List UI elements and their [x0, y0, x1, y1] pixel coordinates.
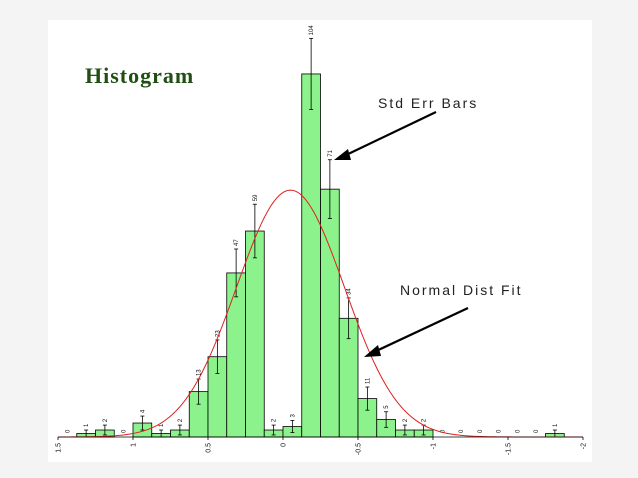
bin-count-label: 23 — [215, 330, 221, 337]
error-bar — [215, 339, 220, 374]
histogram-bar — [301, 73, 321, 438]
error-bar — [102, 424, 107, 436]
bin-count-label: 104 — [309, 25, 315, 36]
error-bar — [271, 424, 276, 436]
error-bar — [140, 415, 145, 431]
x-axis-ticks: 1.5 1 0.5 0 -0.5 -1 -1.5 -2 — [56, 437, 588, 455]
bin-count-label: 0 — [497, 429, 503, 433]
x-tick-label: -2 — [581, 443, 588, 449]
error-bar — [290, 420, 295, 433]
bars-group — [76, 73, 565, 438]
bin-count-label: 4 — [140, 409, 146, 413]
error-bar — [402, 424, 407, 436]
bin-count-label: 3 — [290, 413, 296, 417]
histogram-bar — [226, 272, 246, 438]
x-tick-label: -1 — [431, 443, 438, 449]
bin-count-label: 2 — [272, 418, 278, 422]
bin-count-label: 0 — [65, 429, 71, 433]
bin-count-label: 11 — [365, 377, 371, 384]
error-bars-group — [84, 37, 557, 438]
bin-count-label: 0 — [122, 429, 128, 433]
normal-fit-arrow — [364, 307, 469, 357]
bin-count-label: 2 — [403, 418, 409, 422]
error-bar — [384, 411, 389, 428]
error-bar — [365, 386, 370, 411]
bin-count-label: 5 — [384, 405, 390, 409]
bin-count-label: 0 — [515, 429, 521, 433]
std-err-annotation: Std Err Bars — [378, 95, 478, 111]
bin-count-label: 2 — [422, 418, 428, 422]
normal-fit-annotation: Normal Dist Fit — [400, 282, 523, 298]
error-bar — [309, 37, 314, 110]
slide-panel: Histogram 0 1 2 0 4 1 2 13 23 47 59 2 3 104 71 34 11 5 2 2 0… — [48, 20, 592, 462]
x-tick-label: 0 — [281, 443, 288, 447]
bin-count-label: 59 — [253, 194, 259, 201]
bin-count-label: 2 — [103, 418, 109, 422]
x-tick-label: 1 — [131, 443, 138, 447]
error-bar — [252, 203, 257, 259]
bin-count-label: 0 — [440, 429, 446, 433]
x-tick-label: 0.5 — [206, 443, 213, 453]
error-bar — [177, 424, 182, 436]
histogram-bar — [320, 188, 340, 438]
bin-count-label: 0 — [459, 429, 465, 433]
bin-count-label: 2 — [178, 418, 184, 422]
bin-count-label: 34 — [347, 288, 353, 295]
x-tick-label: 1.5 — [56, 443, 63, 453]
bin-count-label: 71 — [328, 149, 334, 156]
chart-title: Histogram — [85, 63, 194, 88]
x-tick-label: -1.5 — [506, 443, 513, 455]
bin-count-label: 0 — [478, 429, 484, 433]
x-tick-label: -0.5 — [356, 443, 363, 455]
bin-count-label: 1 — [84, 423, 90, 427]
std-err-arrow — [334, 111, 437, 160]
bin-count-label: 1 — [159, 423, 165, 427]
error-bar — [327, 159, 332, 219]
bin-count-label: 13 — [197, 369, 203, 376]
bin-count-label: 47 — [234, 239, 240, 246]
histogram-bar — [245, 230, 265, 438]
bin-count-label: 1 — [553, 423, 559, 427]
bin-count-label: 0 — [534, 429, 540, 433]
